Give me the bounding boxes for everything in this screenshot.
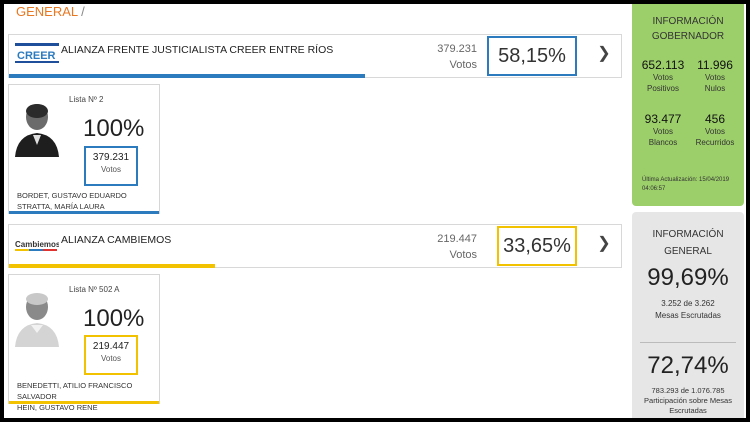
chevron-down-icon[interactable]: ❯ (597, 235, 611, 252)
stat-recurridos: 456 Votos Recurridos (690, 112, 740, 148)
info-general-panel: INFORMACIÓN GENERAL 99,69% 3.252 de 3.26… (632, 212, 744, 418)
participation-label-1: Participación sobre Mesas (644, 396, 732, 405)
participation-count: 783.293 de 1.076.785 (651, 386, 725, 395)
party-progress-bar (9, 264, 215, 268)
panel-divider (640, 342, 736, 343)
candidate-lista: Lista Nº 502 A (69, 285, 120, 294)
last-update-line2: 04:06:57 (642, 186, 666, 192)
candidate-card-bordet[interactable]: Lista Nº 2 100% 379.231 Votos BORDET, GU… (8, 84, 160, 214)
candidate-card-bar (9, 211, 159, 214)
info-general-title: INFORMACIÓN GENERAL (632, 226, 744, 260)
cambiemos-logo-text: Cambiemos (15, 240, 59, 249)
candidate-name-2: STRATTA, MARÍA LAURA (17, 202, 105, 211)
candidate-lista: Lista Nº 2 (69, 95, 104, 104)
participation-detail: 783.293 de 1.076.785 Participación sobre… (632, 386, 744, 416)
info-gobernador-panel: INFORMACIÓN GOBERNADOR 652.113 Votos Pos… (632, 4, 744, 206)
candidate-votes-box: 379.231 Votos (84, 146, 138, 186)
info-general-title-line2: GENERAL (664, 246, 712, 257)
stat-nulos-label2: Nulos (704, 84, 726, 93)
last-update-line1: Última Actualización: 15/04/2019 (642, 177, 730, 183)
mesas-count: 3.252 de 3.262 (661, 299, 715, 308)
last-update: Última Actualización: 15/04/2019 04:06:5… (642, 176, 729, 194)
candidate-names: BORDET, GUSTAVO EDUARDO STRATTA, MARÍA L… (17, 190, 127, 212)
party-votes: 219.447 Votos (437, 231, 477, 263)
stat-positivos-label1: Votos (652, 73, 673, 82)
info-gobernador-title: INFORMACIÓN GOBERNADOR (632, 14, 744, 44)
cambiemos-logo: Cambiemos (15, 240, 59, 251)
candidate-card-bar (9, 401, 159, 404)
candidate-card-benedetti[interactable]: Lista Nº 502 A 100% 219.447 Votos BENEDE… (8, 274, 160, 412)
party-percent: 33,65% (503, 234, 571, 257)
stat-blancos-label2: Blancos (648, 138, 678, 147)
stat-recurridos-value: 456 (704, 112, 726, 126)
stat-nulos-value: 11.996 (697, 58, 733, 72)
party-percent-box: 33,65% (497, 226, 577, 266)
party-votes-label: Votos (449, 249, 477, 261)
stat-positivos-label2: Positivos (646, 84, 679, 93)
candidate-votes-label: Votos (100, 165, 121, 174)
stat-positivos-value: 652.113 (641, 58, 685, 72)
party-percent-box: 58,15% (487, 36, 577, 76)
party-votes-label: Votos (449, 59, 477, 71)
party-votes-value: 219.447 (437, 233, 477, 245)
stat-nulos: 11.996 Votos Nulos (690, 58, 740, 94)
party-name: ALIANZA FRENTE JUSTICIALISTA CREER ENTRE… (61, 44, 334, 56)
party-progress-bar (9, 74, 365, 78)
candidate-percent: 100% (83, 115, 145, 142)
mesas-percent: 99,69% (647, 264, 729, 291)
participation-label-2: Escrutadas (669, 406, 707, 415)
stat-positivos: 652.113 Votos Positivos (638, 58, 688, 94)
mesas-detail: 3.252 de 3.262 Mesas Escrutadas (632, 298, 744, 322)
stat-blancos: 93.477 Votos Blancos (638, 112, 688, 148)
participation-percent: 72,74% (647, 352, 729, 379)
breadcrumb: GENERAL / (16, 4, 85, 19)
creer-logo: CREER (15, 43, 59, 63)
stat-blancos-value: 93.477 (644, 112, 682, 126)
chevron-down-icon[interactable]: ❯ (597, 45, 611, 62)
breadcrumb-general[interactable]: GENERAL (16, 4, 79, 19)
candidate-photo (11, 287, 63, 347)
candidate-votes: 219.447 (92, 341, 130, 352)
party-row-cambiemos[interactable]: Cambiemos ALIANZA CAMBIEMOS 219.447 Voto… (8, 224, 622, 268)
candidate-percent: 100% (83, 305, 145, 332)
info-gobernador-title-line2: GOBERNADOR (651, 31, 725, 42)
party-row-creer[interactable]: CREER ALIANZA FRENTE JUSTICIALISTA CREER… (8, 34, 622, 78)
candidate-names: BENEDETTI, ATILIO FRANCISCO SALVADOR HEI… (17, 380, 159, 413)
party-percent: 58,15% (498, 44, 566, 67)
party-votes: 379.231 Votos (437, 41, 477, 73)
creer-logo-text: CREER (17, 50, 56, 62)
candidate-votes-label: Votos (100, 354, 121, 363)
stat-recurridos-label2: Recurridos (695, 138, 735, 147)
party-name: ALIANZA CAMBIEMOS (61, 234, 172, 246)
candidate-name-1: BENEDETTI, ATILIO FRANCISCO SALVADOR (17, 381, 133, 401)
candidate-name-2: HEIN, GUSTAVO RENE (17, 403, 98, 412)
candidate-votes-box: 219.447 Votos (84, 335, 138, 375)
candidate-photo (11, 97, 63, 157)
breadcrumb-separator: / (81, 4, 85, 19)
info-gobernador-title-line1: INFORMACIÓN (652, 16, 724, 27)
stat-blancos-label1: Votos (652, 127, 673, 136)
candidate-name-1: BORDET, GUSTAVO EDUARDO (17, 191, 127, 200)
party-votes-value: 379.231 (437, 43, 477, 55)
mesas-label: Mesas Escrutadas (655, 311, 721, 320)
stat-recurridos-label1: Votos (704, 127, 725, 136)
candidate-votes: 379.231 (92, 152, 130, 163)
results-page: GENERAL / CREER ALIANZA FRENTE JUSTICIALI… (4, 4, 746, 418)
info-general-title-line1: INFORMACIÓN (652, 229, 724, 240)
stat-nulos-label1: Votos (704, 73, 725, 82)
